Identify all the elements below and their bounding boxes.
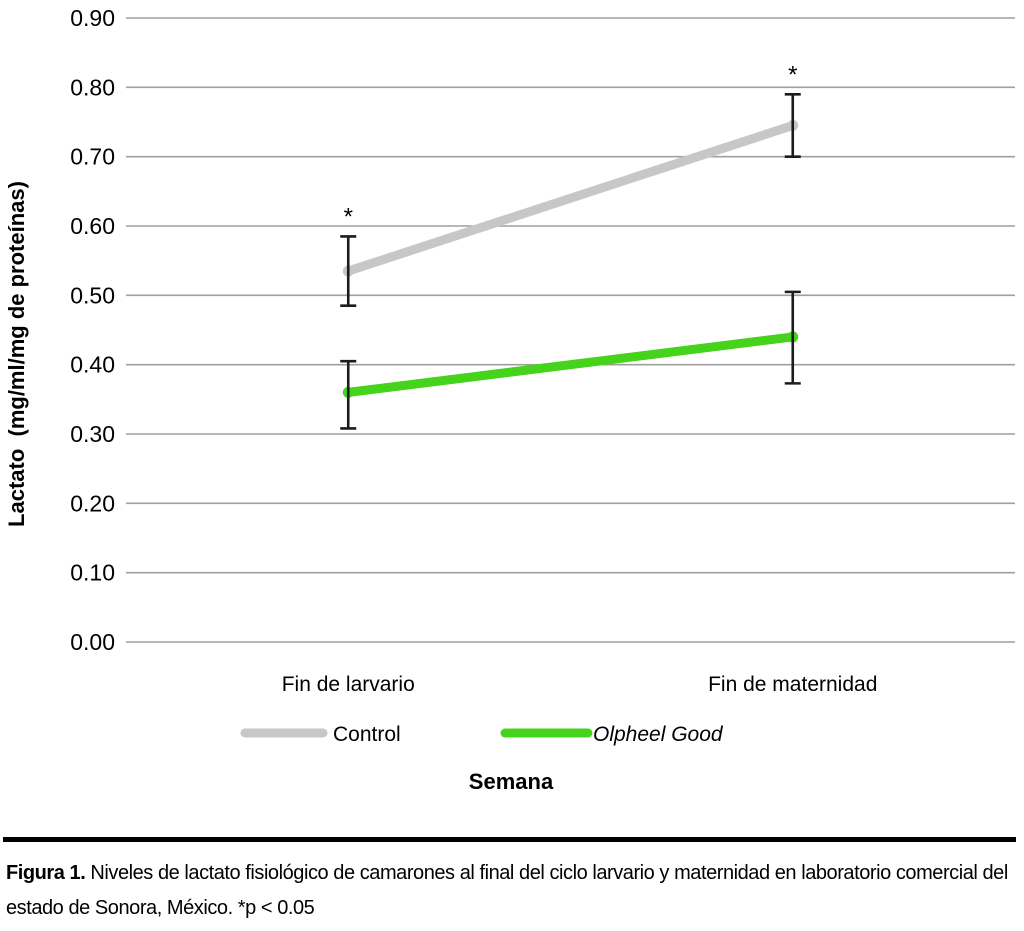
y-tick-label: 0.30 [70, 421, 115, 447]
significance-star: * [788, 61, 797, 88]
y-tick-label: 0.80 [70, 74, 115, 100]
y-tick-label: 0.70 [70, 144, 115, 170]
y-tick-label: 0.60 [70, 213, 115, 239]
y-axis-title: Lactato (mg/ml/mg de proteínas) [4, 181, 29, 527]
x-axis-title: Semana [469, 769, 554, 794]
y-tick-label: 0.90 [70, 5, 115, 31]
y-tick-label: 0.20 [70, 490, 115, 516]
y-tick-label: 0.40 [70, 352, 115, 378]
x-tick-label: Fin de larvario [282, 673, 415, 696]
caption-divider [3, 837, 1016, 842]
significance-star: * [344, 203, 353, 230]
legend-label: Control [333, 723, 401, 746]
legend-label: Olpheel Good [593, 723, 724, 746]
figure-caption-text: Niveles de lactato fisiológico de camaro… [6, 862, 1008, 919]
series-line-1 [343, 332, 798, 397]
series-line-0 [343, 120, 798, 276]
figure-caption-label: Figura 1. [6, 862, 86, 884]
figure-caption: Figura 1. Niveles de lactato fisiológico… [6, 856, 1008, 926]
y-tick-label: 0.00 [70, 629, 115, 655]
y-tick-label: 0.10 [70, 560, 115, 586]
x-tick-label: Fin de maternidad [708, 673, 877, 696]
line-chart: 0.00 0.10 0.20 0.30 0.40 0.50 0.60 0.70 0.80 0.90… [4, 5, 1015, 794]
y-tick-label: 0.50 [70, 282, 115, 308]
